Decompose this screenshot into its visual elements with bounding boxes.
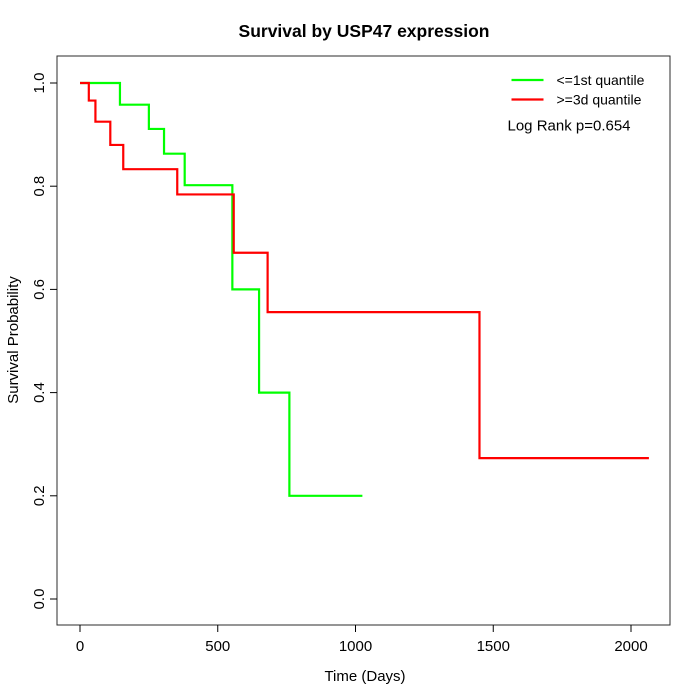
x-tick-label: 0 [76, 638, 84, 655]
y-tick-label: 0.2 [31, 485, 48, 506]
y-tick-label: 1.0 [31, 73, 48, 94]
y-tick-label: 0.8 [31, 176, 48, 197]
legend-label-high: >=3d quantile [557, 92, 642, 108]
y-axis-title: Survival Probability [5, 276, 22, 404]
x-tick-label: 2000 [614, 638, 647, 655]
y-tick-label: 0.4 [31, 382, 48, 403]
x-axis-ticks: 0 500 1000 1500 2000 [76, 625, 648, 655]
x-tick-label: 1500 [477, 638, 510, 655]
legend-label-low: <=1st quantile [557, 72, 645, 88]
x-tick-label: 1000 [339, 638, 372, 655]
log-rank-annotation: Log Rank p=0.654 [508, 118, 631, 135]
x-axis-title: Time (Days) [324, 668, 405, 685]
plot-box [56, 55, 671, 626]
y-axis-ticks: 0.0 0.2 0.4 0.6 0.8 1.0 [31, 73, 57, 610]
survival-curve-low-quantile [80, 81, 363, 497]
y-tick-label: 0.0 [31, 589, 48, 610]
survival-curves [80, 81, 649, 497]
y-tick-label: 0.6 [31, 279, 48, 300]
survival-curve-high-quantile [80, 81, 649, 460]
legend: <=1st quantile >=3d quantile [511, 72, 645, 108]
chart-title: Survival by USP47 expression [239, 21, 490, 41]
x-tick-label: 500 [205, 638, 230, 655]
